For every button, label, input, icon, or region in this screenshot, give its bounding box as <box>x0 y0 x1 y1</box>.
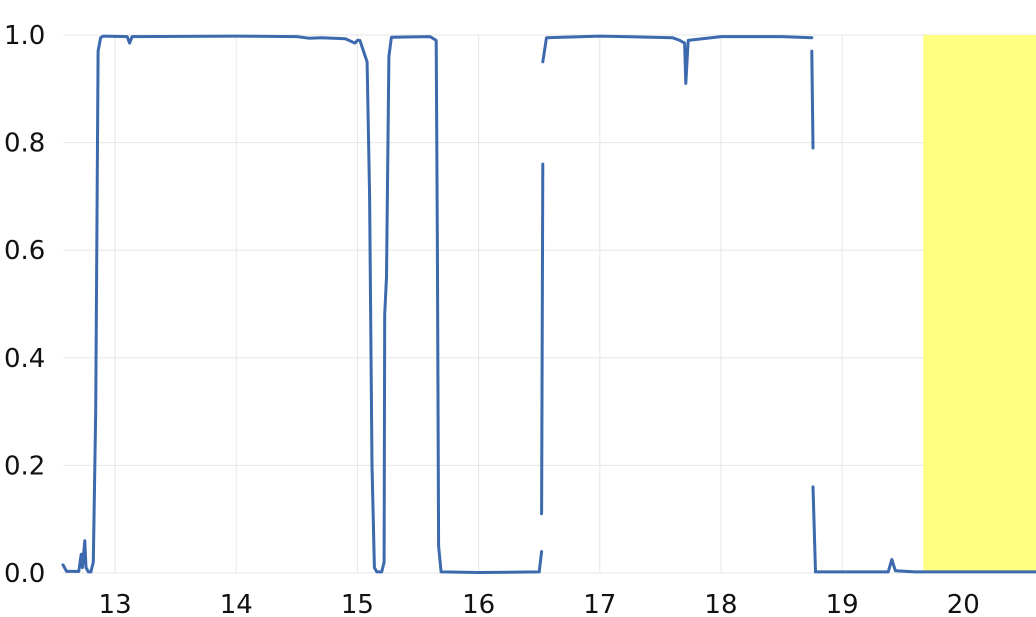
y-tick-label: 0.0 <box>4 559 45 589</box>
x-tick-label: 16 <box>462 590 495 617</box>
series-segment-3 <box>541 34 814 85</box>
series-line <box>61 34 1036 574</box>
x-axis-tick-labels: 13 14 15 16 17 18 19 20 <box>99 590 980 617</box>
y-tick-label: 1.0 <box>4 21 45 51</box>
series-segment-4 <box>810 49 815 150</box>
series-segment-5 <box>811 485 1036 574</box>
series-segment-2 <box>540 162 545 516</box>
series-segment-1 <box>61 34 544 574</box>
highlight-band <box>923 35 1036 573</box>
x-tick-label: 14 <box>220 590 253 617</box>
y-axis-tick-labels: 0.0 0.2 0.4 0.6 0.8 1.0 <box>4 21 45 589</box>
y-tick-label: 0.4 <box>4 344 45 374</box>
y-tick-label: 0.6 <box>4 236 45 266</box>
grid <box>63 34 1036 574</box>
x-tick-label: 18 <box>704 590 737 617</box>
y-tick-label: 0.2 <box>4 451 45 481</box>
x-tick-label: 13 <box>99 590 132 617</box>
y-tick-label: 0.8 <box>4 129 45 159</box>
x-tick-label: 20 <box>947 590 980 617</box>
x-tick-label: 17 <box>583 590 616 617</box>
x-tick-label: 19 <box>826 590 859 617</box>
x-tick-label: 15 <box>341 590 374 617</box>
